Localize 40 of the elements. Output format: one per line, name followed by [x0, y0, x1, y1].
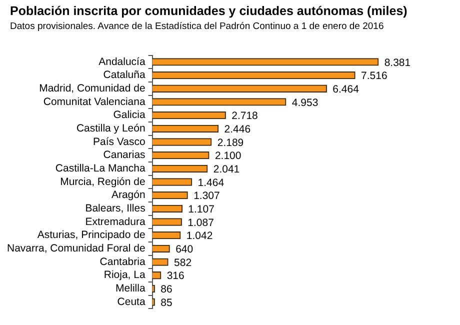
y-tick-label: Melilla [116, 282, 146, 295]
data-label: 1.464 [198, 176, 224, 189]
y-tick-label: Balears, Illes [85, 202, 146, 215]
y-tick-label: Andalucía [98, 56, 146, 68]
y-tick-label: Rioja, La [104, 269, 146, 282]
data-label: 1.307 [194, 190, 220, 202]
data-label: 1.107 [188, 204, 215, 216]
y-tick-label: Aragón [111, 189, 146, 202]
y-tick-label: Ceuta [117, 296, 146, 308]
y-tick-label: País Vasco [92, 136, 146, 148]
data-label: 1.087 [188, 216, 214, 229]
data-label: 1.042 [186, 230, 213, 242]
data-label: 2.100 [214, 150, 242, 162]
y-tick-label: Galicia [113, 109, 146, 122]
data-label: 7.516 [361, 70, 388, 82]
data-label: 4.953 [292, 96, 318, 109]
data-label: 8.381 [384, 56, 411, 69]
y-tick-label: Comunitat Valenciana [43, 96, 146, 108]
data-label: 2.189 [217, 136, 244, 149]
y-tick-label: Madrid, Comunidad de [39, 82, 146, 95]
y-tick-label: Cataluña [103, 69, 146, 82]
y-tick-label: Navarra, Comunidad Foral de [6, 242, 146, 255]
chart-title: Población inscrita por comunidades y ciudades autónomas (miles) [10, 4, 408, 18]
data-label: 86 [160, 284, 172, 296]
data-label: 6.464 [332, 84, 360, 96]
data-label: 85 [160, 296, 172, 309]
y-tick-label: Canarias [103, 149, 146, 162]
data-label: 316 [166, 270, 185, 282]
y-tick-label: Cantabria [100, 256, 146, 268]
data-label: 2.446 [224, 124, 251, 136]
data-label: 2.041 [213, 164, 240, 176]
y-tick-label: Murcia, Región de [60, 176, 146, 188]
y-tick-label: Extremadura [85, 216, 146, 228]
y-tick-label: Asturias, Principado de [37, 229, 146, 242]
y-tick-label: Castilla y León [76, 122, 146, 135]
chart-subtitle: Datos provisionales. Avance de la Estadística del Padrón Continuo a 1 de enero de 2016 [10, 21, 384, 32]
data-label: 2.718 [232, 110, 258, 122]
y-tick-label: Castilla-La Mancha [55, 162, 146, 175]
data-label: 582 [174, 256, 192, 269]
data-label: 640 [176, 244, 194, 256]
